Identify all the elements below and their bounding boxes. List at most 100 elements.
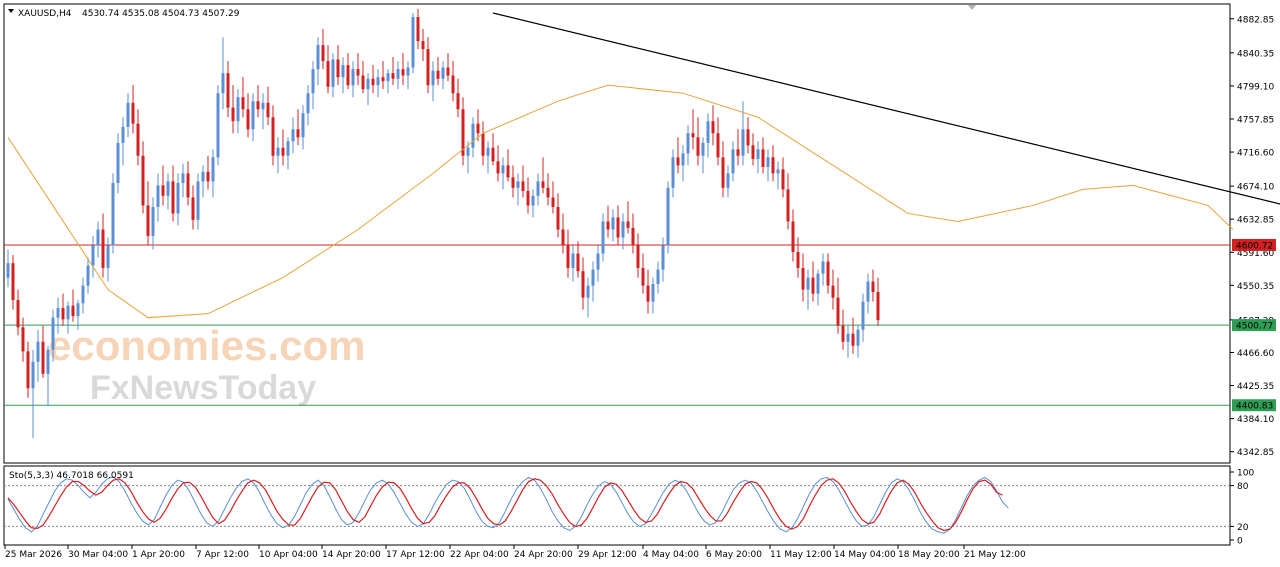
candle-body (541, 181, 545, 188)
candle-64 (326, 45, 330, 94)
candle-5 (31, 349, 35, 438)
candle-105 (531, 189, 535, 218)
candle-58 (296, 109, 300, 146)
candle-174 (876, 277, 880, 326)
candle-95 (481, 121, 485, 166)
candle-154 (776, 161, 780, 190)
candle-body (696, 137, 700, 156)
candle-53 (271, 105, 275, 166)
candle-body (616, 217, 620, 238)
candle-body (401, 69, 405, 76)
y-tick-label-10: 4466.60 (1237, 349, 1274, 359)
horizontal-levels[interactable] (4, 244, 1230, 406)
x-tick-label-5: 14 Apr 20:00 (322, 550, 381, 560)
candle-body (351, 69, 355, 86)
candle-23 (121, 117, 125, 166)
candle-body (391, 73, 395, 79)
candle-body (296, 129, 300, 138)
candle-151 (761, 137, 765, 174)
candle-74 (376, 69, 380, 98)
candles[interactable] (6, 9, 880, 438)
candle-body (496, 161, 500, 174)
candle-body (631, 227, 635, 246)
candle-body (441, 67, 445, 79)
candle-body (791, 221, 795, 252)
candle-84 (426, 37, 430, 94)
candle-body (326, 61, 330, 87)
stochastic-lines[interactable] (4, 476, 1230, 534)
ma-line (7, 84, 1234, 319)
candle-117 (591, 261, 595, 302)
candle-82 (416, 9, 420, 50)
candle-133 (671, 149, 675, 198)
candle-137 (691, 109, 695, 150)
candle-131 (661, 237, 665, 282)
candle-13 (71, 289, 75, 322)
candle-body (46, 349, 50, 374)
y-tick-label-0: 4882.85 (1237, 15, 1274, 25)
candle-body (91, 245, 95, 266)
candle-160 (806, 269, 810, 310)
candle-body (526, 191, 530, 206)
candle-body (376, 77, 380, 86)
candle-body (86, 265, 90, 286)
candle-22 (116, 133, 120, 194)
candle-body (201, 171, 205, 182)
candle-63 (321, 29, 325, 70)
stochastic-panel[interactable] (3, 465, 1231, 546)
candle-24 (126, 93, 130, 138)
candle-27 (141, 141, 145, 214)
candle-33 (171, 165, 175, 222)
candle-body (426, 49, 430, 86)
candle-73 (371, 65, 375, 94)
time-axis: 25 Mar 2026 30 Mar 04:00 1 Apr 20:00 7 Apr … (4, 545, 1026, 560)
candle-144 (726, 165, 730, 198)
candle-75 (381, 61, 385, 90)
trendline[interactable] (492, 12, 1280, 247)
x-tick-label-7: 22 Apr 04:00 (450, 550, 509, 560)
candle-126 (636, 233, 640, 278)
candle-57 (291, 117, 295, 154)
candle-body (246, 109, 250, 130)
candle-148 (746, 117, 750, 154)
candle-28 (146, 181, 150, 246)
candle-69 (351, 61, 355, 98)
trendline-line (492, 12, 1280, 205)
candle-97 (491, 133, 495, 166)
candle-61 (311, 61, 315, 110)
x-tick-label-14: 18 May 20:00 (898, 550, 960, 560)
candle-body (716, 133, 720, 158)
candle-body (551, 197, 555, 208)
candle-body (101, 229, 105, 268)
symbol-timeframe: XAUUSD,H4 (18, 9, 72, 19)
y-tick-label-13: 4342.85 (1237, 448, 1274, 458)
candle-67 (341, 57, 345, 94)
candle-153 (771, 145, 775, 182)
candle-body (731, 149, 735, 174)
candle-48 (246, 93, 250, 138)
candle-43 (221, 37, 225, 110)
candle-body (36, 341, 40, 362)
level-labels: 4600.72 4500.77 4400.83 (1232, 238, 1276, 412)
candle-body (166, 181, 170, 196)
candle-54 (276, 137, 280, 174)
x-tick-label-8: 24 Apr 20:00 (514, 550, 573, 560)
moving-average[interactable] (7, 84, 1234, 319)
candle-body (156, 185, 160, 208)
candle-101 (511, 165, 515, 198)
candle-body (856, 329, 860, 346)
candle-body (116, 142, 120, 183)
candle-body (561, 229, 565, 246)
candle-121 (611, 209, 615, 242)
candle-59 (301, 105, 305, 150)
candle-body (341, 65, 345, 78)
candle-132 (666, 181, 670, 254)
x-tick-label-3: 7 Apr 12:00 (196, 550, 249, 560)
y-tick-label-5: 4674.10 (1237, 183, 1274, 193)
candle-11 (61, 293, 65, 326)
candle-85 (431, 61, 435, 102)
candle-94 (476, 109, 480, 142)
candle-29 (151, 197, 155, 250)
candle-body (361, 75, 365, 90)
candle-body (81, 285, 85, 304)
